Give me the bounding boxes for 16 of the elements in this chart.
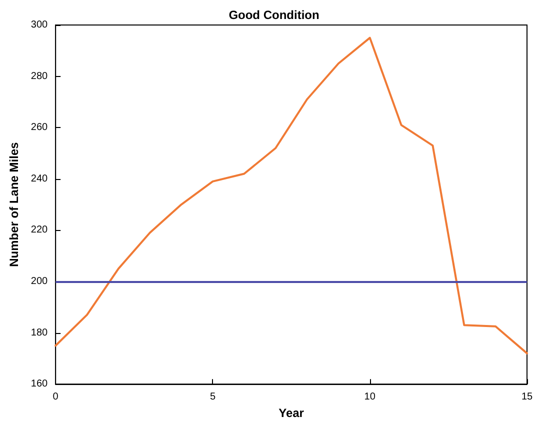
y-tick-label: 300 <box>30 20 48 30</box>
y-tick-label: 240 <box>30 173 48 184</box>
y-tick-label: 200 <box>30 276 48 287</box>
line-series <box>54 36 528 354</box>
x-tick-label: 5 <box>210 392 216 403</box>
y-tick-label: 160 <box>30 378 48 390</box>
x-tick-label: 10 <box>364 392 376 403</box>
x-tick-label: 0 <box>52 392 59 403</box>
y-axis-title: Number of Lane Miles <box>7 142 21 267</box>
y-tick-label: 180 <box>30 327 48 338</box>
x-axis-title: Year <box>278 406 304 420</box>
y-tick-label: 280 <box>30 70 48 82</box>
y-tick-label: 220 <box>30 224 48 236</box>
y-tick-label: 260 <box>30 122 48 134</box>
chart-title: Good Condition <box>228 8 320 22</box>
x-tick-label: 15 <box>521 392 533 403</box>
